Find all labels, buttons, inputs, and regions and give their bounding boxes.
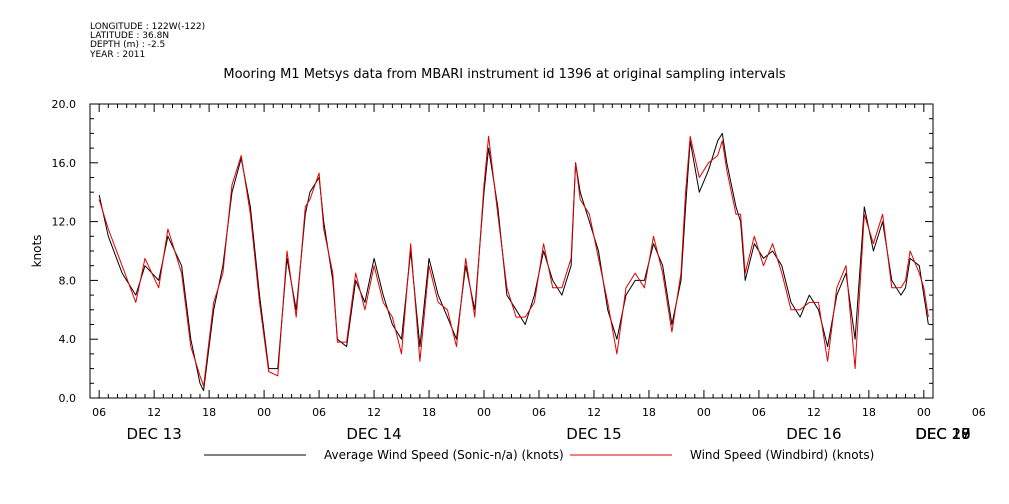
series-line-2	[98, 135, 929, 387]
x-tick-label: 12	[367, 406, 381, 419]
x-tick-label: 00	[477, 406, 491, 419]
plot-frame	[89, 103, 934, 399]
x-tick-label: 06	[532, 406, 546, 419]
y-tick-label: 16.0	[52, 157, 77, 170]
x-day-label: DEC 16	[786, 425, 841, 443]
series-layer	[98, 132, 929, 392]
x-tick-label: 12	[807, 406, 821, 419]
longitude-label: LONGITUDE : 122W(-122)	[90, 22, 206, 32]
chart-title: Mooring M1 Metsys data from MBARI instru…	[223, 67, 786, 82]
x-tick-label: 12	[147, 406, 161, 419]
x-tick-label: 18	[642, 406, 656, 419]
legend-label-1: Average Wind Speed (Sonic-n/a) (knots)	[324, 448, 564, 462]
y-axis-label: knots	[30, 235, 44, 268]
y-tick-label: 12.0	[52, 216, 77, 229]
x-tick-label: 00	[917, 406, 931, 419]
y-tick-label: 4.0	[59, 333, 77, 346]
depth-label: DEPTH (m) : -2.5	[90, 40, 166, 50]
x-tick-label: 18	[862, 406, 876, 419]
y-tick-label: 8.0	[59, 274, 77, 287]
x-tick-label: 06	[92, 406, 106, 419]
x-tick-label: 06	[972, 406, 986, 419]
x-tick-label: 00	[697, 406, 711, 419]
chart-legend: Average Wind Speed (Sonic-n/a) (knots) Wi…	[204, 448, 874, 462]
x-day-label: DEC 15	[566, 425, 621, 443]
x-day-label: DEC 17	[915, 425, 970, 443]
x-day-label: DEC 13	[126, 425, 181, 443]
legend-label-2: Wind Speed (Windbird) (knots)	[690, 448, 874, 462]
x-day-label: DEC 20	[915, 425, 970, 443]
x-day-label: DEC 19	[915, 425, 970, 443]
x-tick-label: 18	[422, 406, 436, 419]
chart-axes: 0.0 4.0 8.0 12.0 16.0 20.0 knots 06 12 18 00 06 12 18…	[30, 98, 986, 443]
y-tick-label: 0.0	[59, 392, 77, 405]
x-tick-label: 06	[312, 406, 326, 419]
latitude-label: LATITUDE : 36.8N	[90, 31, 170, 41]
x-day-label: DEC 14	[346, 425, 401, 443]
x-tick-label: 12	[587, 406, 601, 419]
y-tick-label: 20.0	[52, 98, 77, 111]
x-day-label: DEC 18	[915, 425, 970, 443]
x-tick-label: 00	[257, 406, 271, 419]
x-tick-label: 06	[752, 406, 766, 419]
x-tick-label: 18	[202, 406, 216, 419]
year-label: YEAR : 2011	[90, 50, 146, 60]
